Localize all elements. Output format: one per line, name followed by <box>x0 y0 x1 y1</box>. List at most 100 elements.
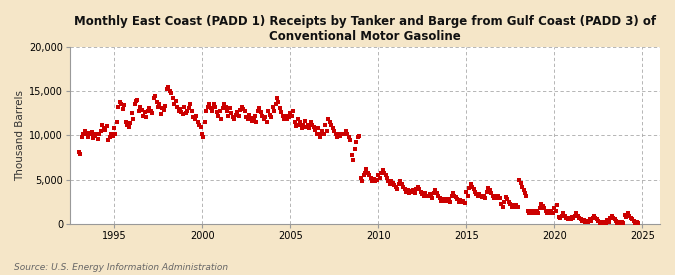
Point <box>128 117 138 122</box>
Point <box>406 190 417 194</box>
Point <box>319 132 329 137</box>
Point <box>153 105 163 109</box>
Point <box>289 120 300 124</box>
Point <box>138 114 148 118</box>
Point <box>178 112 188 116</box>
Point <box>251 120 262 124</box>
Point <box>345 138 356 142</box>
Point <box>440 197 451 201</box>
Point <box>373 173 383 177</box>
Point <box>383 179 394 183</box>
Point <box>317 129 328 133</box>
Point <box>147 111 158 116</box>
Point <box>277 114 288 118</box>
Point <box>570 214 580 218</box>
Point <box>189 117 200 122</box>
Point <box>493 194 504 199</box>
Point <box>547 211 558 215</box>
Point <box>464 186 475 191</box>
Point <box>207 108 218 113</box>
Point <box>156 112 167 116</box>
Point <box>484 188 495 192</box>
Point <box>452 197 463 201</box>
Point <box>298 123 308 127</box>
Point <box>78 131 88 136</box>
Point <box>299 119 310 123</box>
Point <box>220 105 231 109</box>
Point <box>329 129 340 133</box>
Point <box>126 111 137 116</box>
Point <box>605 216 616 221</box>
Point <box>188 115 198 119</box>
Point <box>211 110 222 115</box>
Point <box>288 108 298 113</box>
Point <box>394 182 404 186</box>
Point <box>421 193 432 198</box>
Point <box>167 96 178 100</box>
Point <box>360 170 371 175</box>
Point <box>572 214 583 218</box>
Point <box>275 106 286 110</box>
Point <box>603 220 614 224</box>
Point <box>116 102 127 107</box>
Point <box>95 129 106 133</box>
Point <box>227 115 238 119</box>
Point <box>216 116 227 121</box>
Point <box>628 219 639 223</box>
Point <box>361 167 372 171</box>
Point <box>271 96 282 100</box>
Point <box>495 196 506 200</box>
Point <box>131 99 142 103</box>
Point <box>515 181 526 185</box>
Point <box>296 126 307 131</box>
Point <box>380 173 391 177</box>
Point <box>273 100 284 104</box>
Point <box>260 115 271 119</box>
Point <box>196 131 207 136</box>
Point <box>390 185 401 189</box>
Point <box>578 218 589 222</box>
Point <box>518 188 529 192</box>
Point <box>314 135 325 139</box>
Point <box>414 187 425 191</box>
Point <box>195 124 206 129</box>
Point <box>165 89 176 93</box>
Point <box>351 140 362 145</box>
Point <box>325 120 335 124</box>
Point <box>213 114 223 118</box>
Point <box>514 177 524 182</box>
Point <box>236 105 247 109</box>
Point <box>451 195 462 199</box>
Point <box>339 132 350 137</box>
Point <box>395 179 406 183</box>
Point <box>479 193 489 198</box>
Point <box>99 126 109 131</box>
Point <box>458 199 468 203</box>
Point <box>120 120 131 124</box>
Point <box>377 168 388 172</box>
Point <box>576 219 587 223</box>
Point <box>315 131 326 136</box>
Point <box>471 192 482 196</box>
Point <box>85 132 96 137</box>
Point <box>502 197 513 201</box>
Point <box>284 115 294 119</box>
Point <box>408 188 418 192</box>
Point <box>364 173 375 177</box>
Point <box>371 177 382 182</box>
Point <box>350 147 360 151</box>
Point <box>627 217 638 222</box>
Point <box>250 114 261 118</box>
Point <box>320 123 331 127</box>
Point <box>526 209 537 214</box>
Point <box>559 214 570 218</box>
Point <box>404 191 414 195</box>
Point <box>358 173 369 177</box>
Point <box>571 211 582 215</box>
Point <box>310 128 321 132</box>
Point <box>159 108 169 112</box>
Point <box>455 198 466 202</box>
Point <box>412 185 423 189</box>
Point <box>477 195 488 199</box>
Point <box>235 108 246 112</box>
